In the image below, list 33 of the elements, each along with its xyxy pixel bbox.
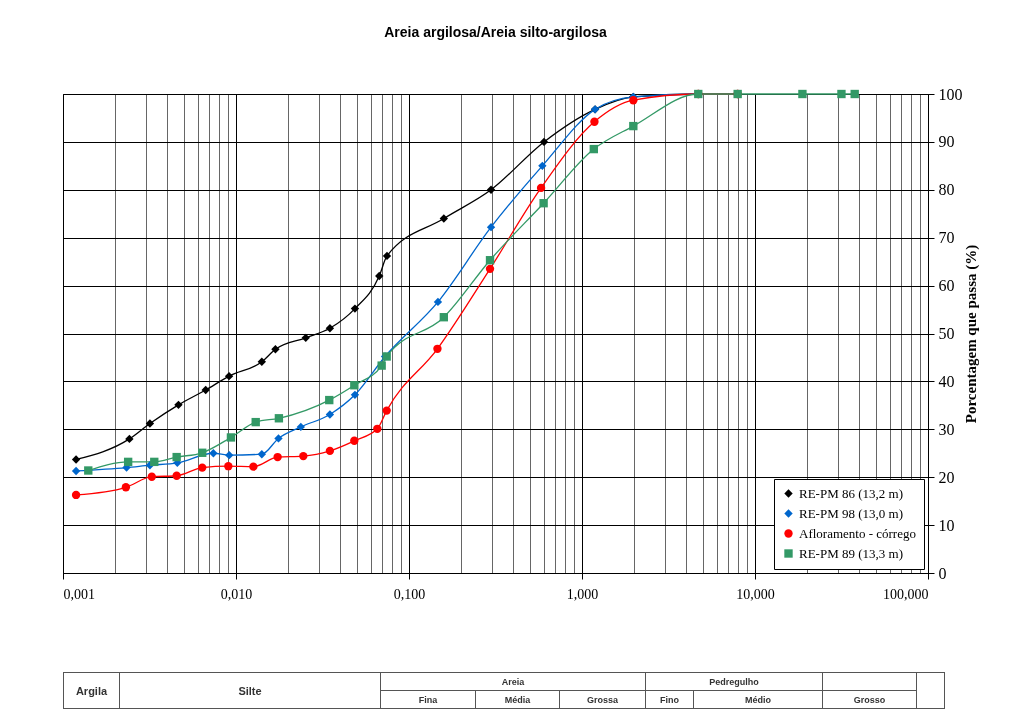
legend-label: Afloramento - córrego bbox=[799, 525, 916, 541]
x-tick-label: 1,000 bbox=[566, 586, 599, 602]
text: Argila bbox=[63, 672, 120, 709]
y-tick-label: 100 bbox=[938, 85, 963, 103]
y-tick-label: 50 bbox=[938, 325, 955, 342]
x-tick-label: 0,100 bbox=[393, 586, 426, 602]
x-tick-label: 0,001 bbox=[63, 586, 95, 602]
text: Grossa bbox=[559, 690, 646, 709]
text: Fina bbox=[380, 690, 476, 709]
y-tick-label: 10 bbox=[938, 516, 955, 534]
text: Médio bbox=[693, 690, 823, 709]
text: Fino bbox=[645, 690, 694, 709]
text: Areia bbox=[380, 672, 646, 691]
text: Média bbox=[475, 690, 560, 709]
y-tick-label: 30 bbox=[938, 420, 955, 438]
chart-title: Areia argilosa/Areia silto-argilosa bbox=[384, 24, 607, 40]
y-tick-label: 70 bbox=[938, 229, 955, 247]
y-tick-label: 90 bbox=[938, 133, 955, 151]
legend-label: RE-PM 86 (13,2 m) bbox=[799, 485, 903, 501]
x-tick-label: 10,000 bbox=[736, 586, 775, 602]
x-tick-label: 0,010 bbox=[220, 586, 253, 602]
y-tick-label: 80 bbox=[938, 181, 955, 199]
y-tick-label: 0 bbox=[938, 564, 947, 582]
y-axis-title: Porcentagem que passa (%) bbox=[962, 244, 980, 424]
x-tick-label: 100,000 bbox=[883, 586, 929, 602]
y-tick-label: 40 bbox=[938, 372, 955, 390]
legend-label: RE-PM 98 (13,0 m) bbox=[799, 505, 903, 521]
legend-label: RE-PM 89 (13,3 m) bbox=[799, 545, 903, 561]
y-tick-label: 20 bbox=[938, 468, 955, 486]
y-tick-label: 60 bbox=[938, 277, 955, 295]
text: Pedregulho bbox=[645, 672, 823, 691]
text: Grosso bbox=[822, 690, 917, 709]
text: Silte bbox=[119, 672, 381, 709]
